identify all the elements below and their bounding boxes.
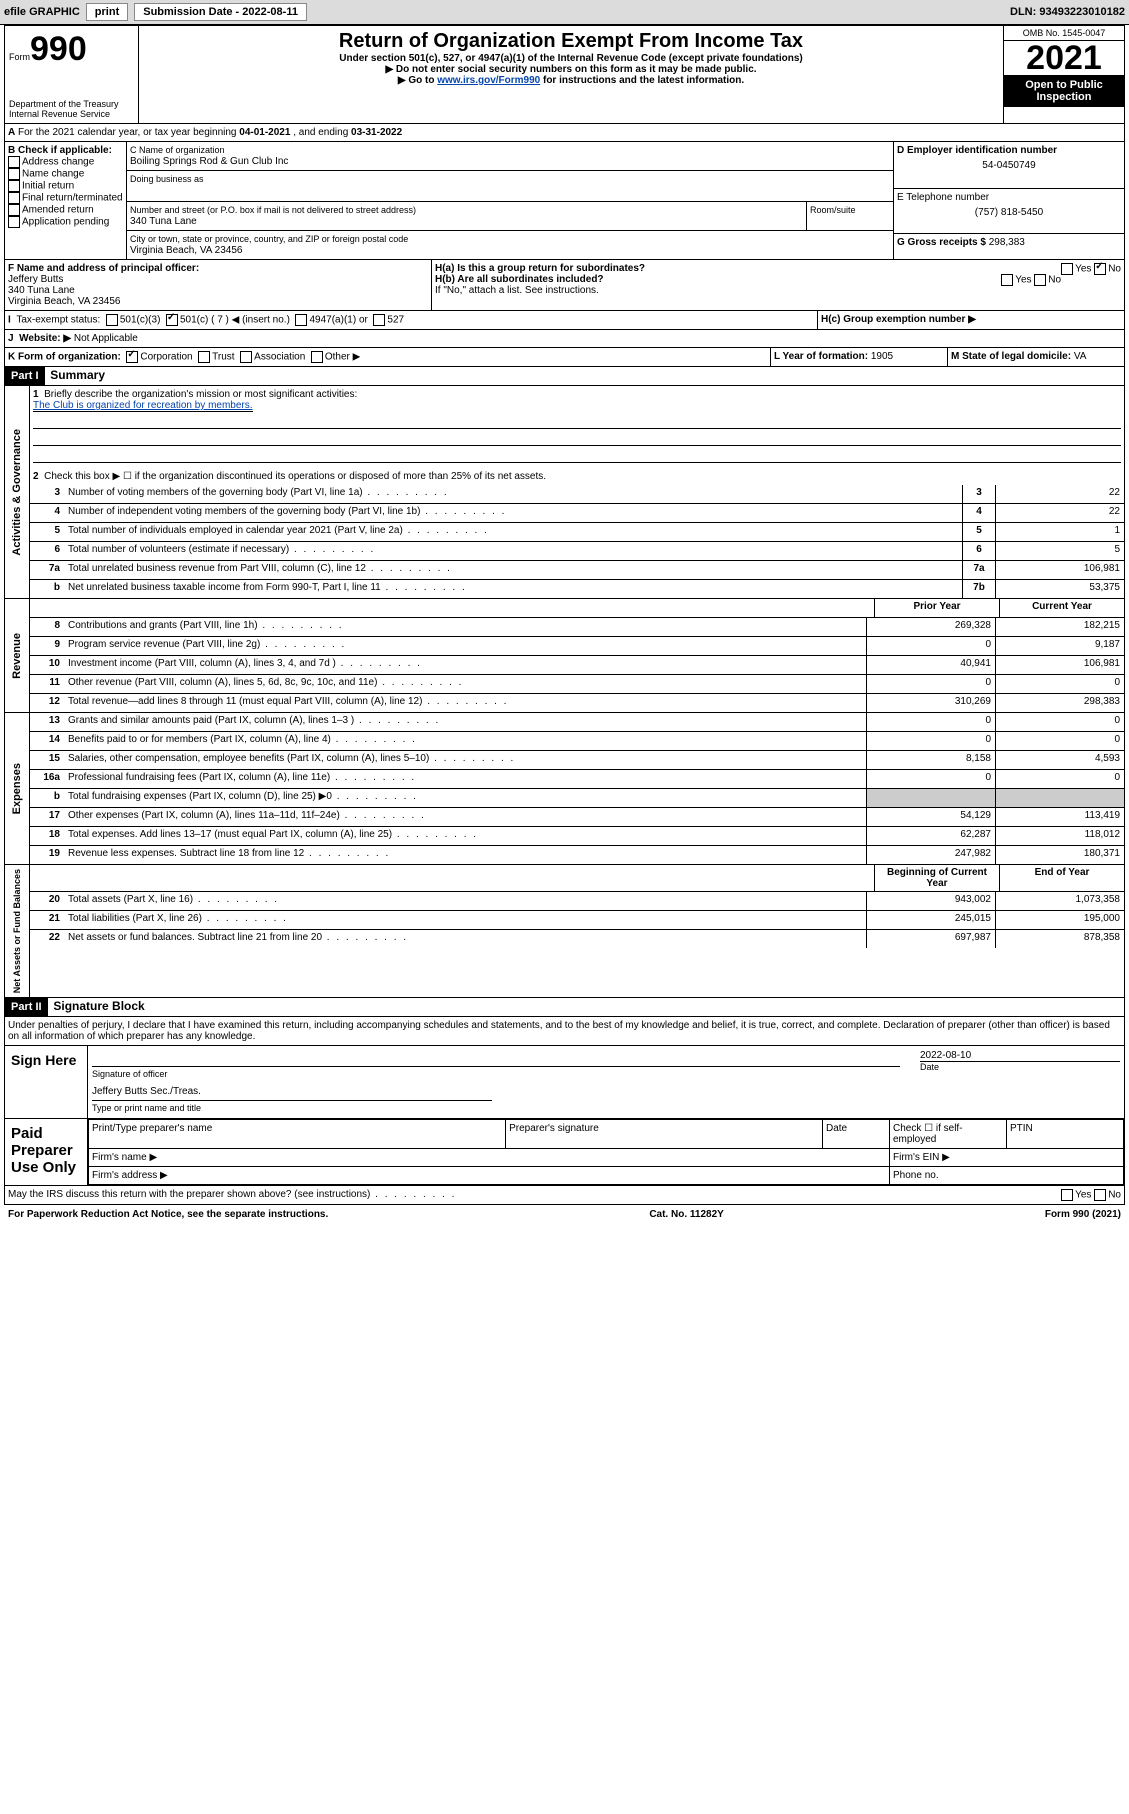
label-firm-ein: Firm's EIN ▶ [890,1149,1124,1167]
side-netassets: Net Assets or Fund Balances [10,865,24,997]
table-row: 11Other revenue (Part VIII, column (A), … [30,675,1124,694]
section-l: L Year of formation: 1905 [771,348,948,366]
col-current-year: Current Year [999,599,1124,617]
line-2-label: Check this box ▶ ☐ if the organization d… [44,471,546,482]
table-row: 6Total number of volunteers (estimate if… [30,542,1124,561]
mission-text[interactable]: The Club is organized for recreation by … [33,400,253,412]
table-row: 22Net assets or fund balances. Subtract … [30,930,1124,948]
part-2-title: Signature Block [50,996,147,1016]
line-1-label: Briefly describe the organization's miss… [44,389,357,400]
col-end-year: End of Year [999,865,1124,891]
officer-name: Jeffery Butts Sec./Treas. [92,1086,201,1097]
table-row: 17Other expenses (Part IX, column (A), l… [30,808,1124,827]
table-row: 13Grants and similar amounts paid (Part … [30,713,1124,732]
table-row: bNet unrelated business taxable income f… [30,580,1124,598]
table-row: 16aProfessional fundraising fees (Part I… [30,770,1124,789]
subtitle-1: Under section 501(c), 527, or 4947(a)(1)… [143,53,999,64]
form-header: Form990 Department of the Treasury Inter… [4,25,1125,124]
section-i: I Tax-exempt status: 501(c)(3) 501(c) ( … [5,311,818,329]
table-row: 19Revenue less expenses. Subtract line 1… [30,846,1124,864]
section-hc: H(c) Group exemption number ▶ [818,311,1124,329]
col-preparer-name: Print/Type preparer's name [89,1120,506,1149]
part-1-header: Part I [5,367,45,385]
section-b: B Check if applicable: Address change Na… [5,142,127,259]
ein: 54-0450749 [897,160,1121,171]
dln: DLN: 93493223010182 [1010,6,1125,18]
col-preparer-sig: Preparer's signature [506,1120,823,1149]
city-state-zip: Virginia Beach, VA 23456 [130,245,243,256]
table-row: bTotal fundraising expenses (Part IX, co… [30,789,1124,808]
label-org-name: C Name of organization [130,145,225,155]
footer-left: For Paperwork Reduction Act Notice, see … [8,1209,328,1220]
section-j: J Website: ▶ Not Applicable [5,330,1124,347]
table-row: 10Investment income (Part VIII, column (… [30,656,1124,675]
efile-label: efile GRAPHIC [4,6,80,18]
form-title: Return of Organization Exempt From Incom… [143,30,999,53]
section-h: H(a) Is this a group return for subordin… [432,260,1124,310]
section-m: M State of legal domicile: VA [948,348,1124,366]
table-row: 20Total assets (Part X, line 16)943,0021… [30,892,1124,911]
subtitle-3: ▶ Go to www.irs.gov/Form990 for instruct… [143,75,999,86]
sign-here-label: Sign Here [5,1046,88,1118]
gross-receipts: 298,383 [989,237,1025,248]
public-banner: Open to Public Inspection [1004,75,1124,107]
irs: Internal Revenue Service [9,109,134,119]
table-row: 21Total liabilities (Part X, line 26)245… [30,911,1124,930]
side-activities: Activities & Governance [9,425,25,560]
sig-date: 2022-08-10 [920,1050,1120,1061]
declaration: Under penalties of perjury, I declare th… [4,1017,1125,1046]
section-f: F Name and address of principal officer:… [5,260,432,310]
part-1-title: Summary [47,365,108,385]
table-row: 4Number of independent voting members of… [30,504,1124,523]
table-row: 9Program service revenue (Part VIII, lin… [30,637,1124,656]
label-dba: Doing business as [130,174,204,184]
toolbar: efile GRAPHIC print Submission Date - 20… [0,0,1129,25]
label-phone: E Telephone number [897,192,989,203]
col-prior-year: Prior Year [874,599,999,617]
section-k: K Form of organization: Corporation Trus… [5,348,771,366]
table-row: 3Number of voting members of the governi… [30,485,1124,504]
discuss-row: May the IRS discuss this return with the… [5,1186,1124,1204]
label-ptin: PTIN [1007,1120,1124,1149]
table-row: 12Total revenue—add lines 8 through 11 (… [30,694,1124,712]
phone: (757) 818-5450 [897,207,1121,218]
side-revenue: Revenue [9,629,25,683]
footer-right: Form 990 (2021) [1045,1209,1121,1220]
row-a: A For the 2021 calendar year, or tax yea… [4,124,1125,142]
col-begin-year: Beginning of Current Year [874,865,999,891]
part-2-header: Part II [5,998,48,1016]
street-address: 340 Tuna Lane [130,216,197,227]
table-row: 5Total number of individuals employed in… [30,523,1124,542]
label-ein: D Employer identification number [897,145,1057,156]
table-row: 7aTotal unrelated business revenue from … [30,561,1124,580]
label-room: Room/suite [806,202,893,230]
check-self-employed: Check ☐ if self-employed [890,1120,1007,1149]
org-name: Boiling Springs Rod & Gun Club Inc [130,156,288,167]
dept: Department of the Treasury [9,99,134,109]
label-firm-addr: Firm's address ▶ [89,1167,890,1185]
irs-link[interactable]: www.irs.gov/Form990 [437,75,540,86]
tax-year: 2021 [1004,41,1124,75]
table-row: 14Benefits paid to or for members (Part … [30,732,1124,751]
submission-date: Submission Date - 2022-08-11 [134,3,307,21]
print-button[interactable]: print [86,3,128,21]
label-gross: G Gross receipts $ [897,237,989,248]
label-sig-officer: Signature of officer [92,1069,167,1079]
label-firm-name: Firm's name ▶ [89,1149,890,1167]
side-expenses: Expenses [9,759,25,818]
table-row: 18Total expenses. Add lines 13–17 (must … [30,827,1124,846]
table-row: 8Contributions and grants (Part VIII, li… [30,618,1124,637]
col-date: Date [823,1120,890,1149]
subtitle-2: ▶ Do not enter social security numbers o… [143,64,999,75]
form-word: Form [9,52,30,62]
table-row: 15Salaries, other compensation, employee… [30,751,1124,770]
paid-preparer-label: Paid Preparer Use Only [5,1119,88,1185]
form-number: 990 [30,30,87,68]
footer-center: Cat. No. 11282Y [649,1209,723,1220]
label-phone-no: Phone no. [890,1167,1124,1185]
